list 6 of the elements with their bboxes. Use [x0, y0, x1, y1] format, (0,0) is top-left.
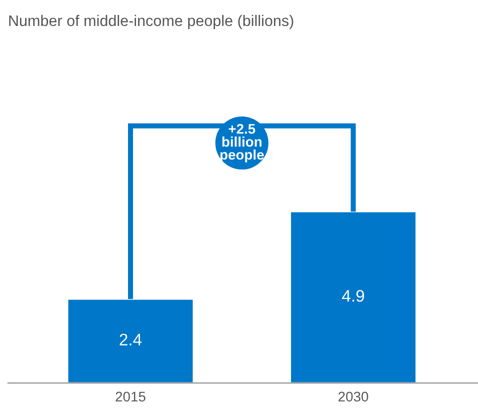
chart-title: Number of middle-income people (billions): [9, 14, 294, 30]
data-label: 4.9: [342, 290, 364, 302]
text: +2.5 billion people: [220, 124, 264, 162]
data-label: 2.4: [120, 334, 142, 346]
x-tick-label: 2030: [338, 392, 368, 402]
x-tick-label: 2015: [116, 392, 146, 402]
